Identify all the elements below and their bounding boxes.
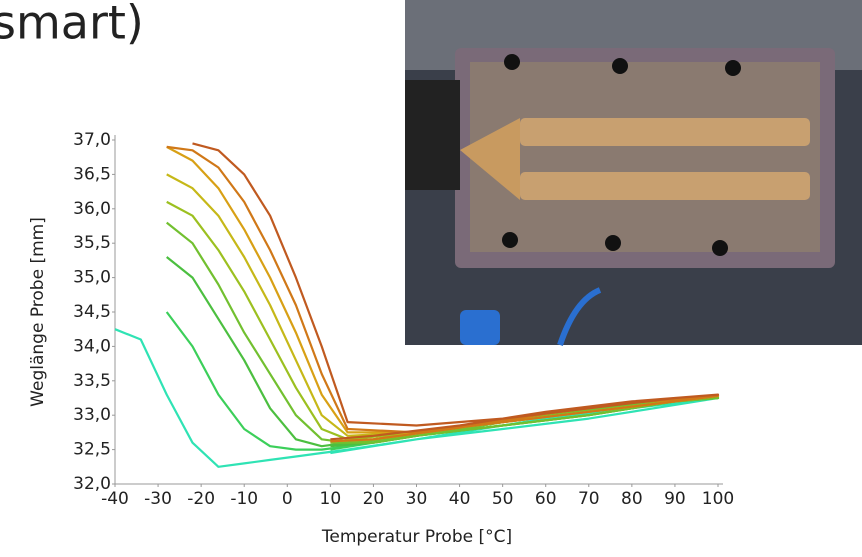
x-tick-label: 20 xyxy=(363,489,385,509)
y-tick-label: 36,0 xyxy=(73,199,111,219)
y-tick-label: 32,0 xyxy=(73,474,111,494)
x-tick-label: 60 xyxy=(535,489,557,509)
x-tick-label: 30 xyxy=(406,489,428,509)
photo xyxy=(405,0,862,346)
x-tick-label: -20 xyxy=(187,489,215,509)
series-line xyxy=(166,221,720,444)
y-tick-label: 34,0 xyxy=(73,336,111,356)
x-tick-label: 0 xyxy=(282,489,293,509)
y-tick-label: 33,0 xyxy=(73,405,111,425)
x-tick-label: 70 xyxy=(578,489,600,509)
y-tick-label: 35,5 xyxy=(73,233,111,253)
slide-title: smart) xyxy=(0,0,144,50)
y-tick-label: 32,5 xyxy=(73,440,111,460)
y-tick-label: 36,5 xyxy=(73,164,111,184)
x-axis-title: Temperatur Probe [°C] xyxy=(321,527,512,547)
x-tick-label: -30 xyxy=(144,489,172,509)
x-tick-label: 90 xyxy=(664,489,686,509)
x-tick-label: 100 xyxy=(702,489,734,509)
y-tick-label: 34,5 xyxy=(73,302,111,322)
x-tick-label: 50 xyxy=(492,489,514,509)
x-tick-label: 40 xyxy=(449,489,471,509)
y-tick-label: 37,0 xyxy=(73,130,111,150)
y-tick-label: 33,5 xyxy=(73,371,111,391)
y-tick-label: 35,0 xyxy=(73,268,111,288)
x-tick-label: 10 xyxy=(320,489,342,509)
series-line xyxy=(114,328,720,468)
x-tick-label: -10 xyxy=(230,489,258,509)
series-line xyxy=(192,142,720,441)
x-tick-label: 80 xyxy=(621,489,643,509)
x-tick-label: -40 xyxy=(101,489,129,509)
y-axis-title: Weglänge Probe [mm] xyxy=(28,217,48,407)
